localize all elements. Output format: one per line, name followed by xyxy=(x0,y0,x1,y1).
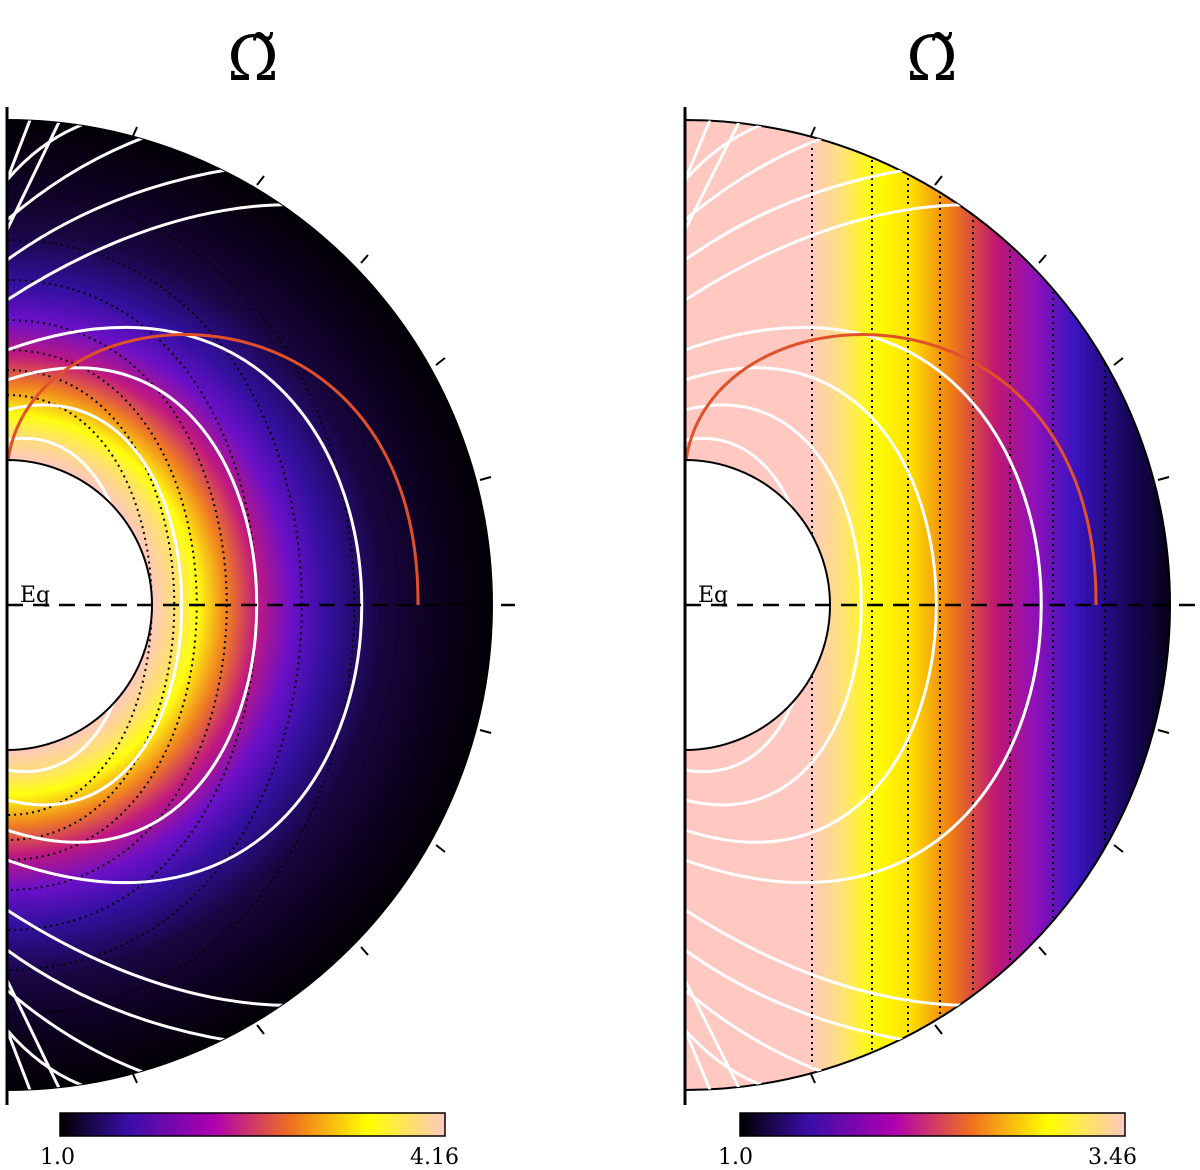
left-panel: Ω̃ xyxy=(5,22,515,1170)
left-colorbar: 1.0 4.16 xyxy=(40,1112,459,1170)
left-core xyxy=(6,458,153,752)
left-last-closed-line xyxy=(7,333,420,606)
left-ticks xyxy=(132,126,492,1084)
right-ticks xyxy=(810,126,1170,1084)
right-core xyxy=(684,458,831,752)
right-colorbar: 1.0 3.46 xyxy=(718,1112,1137,1170)
right-colorbar-min: 1.0 xyxy=(718,1145,753,1170)
left-title: Ω̃ xyxy=(227,22,278,95)
right-panel: Ω̃ xyxy=(683,22,1195,1170)
right-title: Ω̃ xyxy=(906,22,957,95)
right-last-closed-line xyxy=(685,333,1098,606)
left-colorbar-min: 1.0 xyxy=(40,1145,75,1170)
left-colorbar-max: 4.16 xyxy=(410,1145,459,1170)
left-equator-label: Eq xyxy=(20,583,50,608)
right-colorbar-max: 3.46 xyxy=(1088,1145,1137,1170)
right-equator-label: Eq xyxy=(698,583,728,608)
